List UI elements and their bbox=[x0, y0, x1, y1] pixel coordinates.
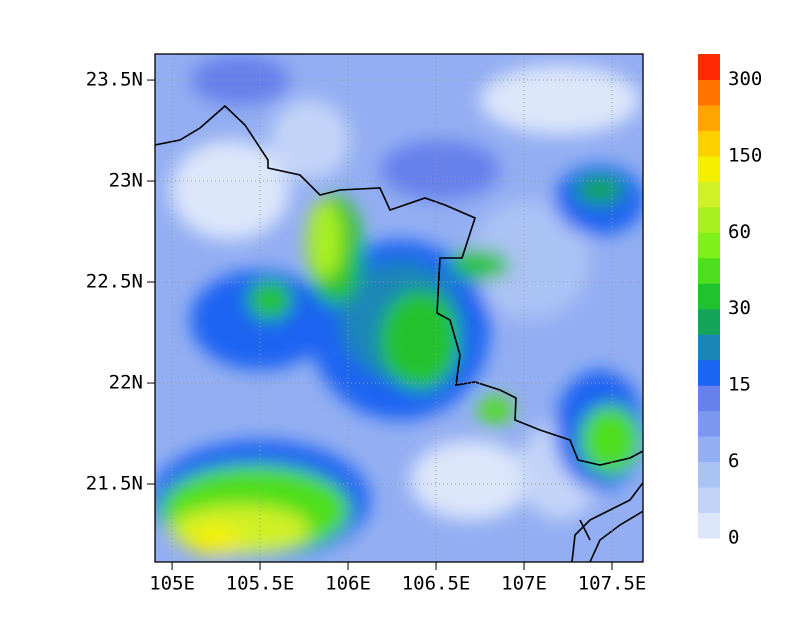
colorbar-label: 60 bbox=[728, 221, 751, 243]
colorbar-swatch bbox=[698, 385, 720, 412]
colorbar: 0 6 15 30 60 150 300 bbox=[698, 54, 762, 549]
y-tick-label: 22N bbox=[109, 372, 143, 394]
x-tick-label: 105E bbox=[149, 573, 195, 595]
border-line bbox=[155, 104, 643, 562]
colorbar-swatch bbox=[698, 232, 720, 259]
colorbar-swatch bbox=[698, 104, 720, 131]
colorbar-label: 150 bbox=[728, 144, 762, 166]
colorbar-swatch bbox=[698, 410, 720, 437]
x-tick-label: 107.5E bbox=[578, 573, 647, 595]
colorbar-swatch bbox=[698, 54, 720, 80]
colorbar-swatch bbox=[698, 436, 720, 463]
colorbar-swatch bbox=[698, 334, 720, 361]
colorbar-swatch bbox=[698, 257, 720, 284]
colorbar-swatch bbox=[698, 181, 720, 208]
y-tick-label: 22.5N bbox=[86, 271, 143, 293]
colorbar-swatch bbox=[698, 155, 720, 182]
colorbar-swatch bbox=[698, 359, 720, 386]
precip-field bbox=[155, 54, 643, 562]
colorbar-swatch bbox=[698, 79, 720, 106]
colorbar-swatch bbox=[698, 206, 720, 233]
x-tick-label: 107E bbox=[501, 573, 547, 595]
colorbar-swatch bbox=[698, 130, 720, 157]
colorbar-swatch bbox=[698, 512, 720, 539]
colorbar-swatch bbox=[698, 283, 720, 310]
x-tick-label: 106E bbox=[325, 573, 371, 595]
plot-frame bbox=[154, 53, 644, 563]
grid bbox=[155, 54, 643, 562]
y-tick-label: 23.5N bbox=[86, 69, 143, 91]
x-tick-label: 106.5E bbox=[402, 573, 471, 595]
x-tick-label: 105.5E bbox=[226, 573, 295, 595]
colorbar-swatch bbox=[698, 487, 720, 514]
colorbar-label: 300 bbox=[728, 68, 762, 90]
colorbar-swatch bbox=[698, 308, 720, 335]
colorbar-label: 15 bbox=[728, 374, 751, 396]
y-tick-label: 23N bbox=[109, 170, 143, 192]
colorbar-swatch bbox=[698, 461, 720, 488]
colorbar-label: 6 bbox=[728, 450, 739, 472]
colorbar-label: 30 bbox=[728, 297, 751, 319]
y-tick-label: 21.5N bbox=[86, 473, 143, 495]
colorbar-label: 0 bbox=[728, 527, 739, 549]
